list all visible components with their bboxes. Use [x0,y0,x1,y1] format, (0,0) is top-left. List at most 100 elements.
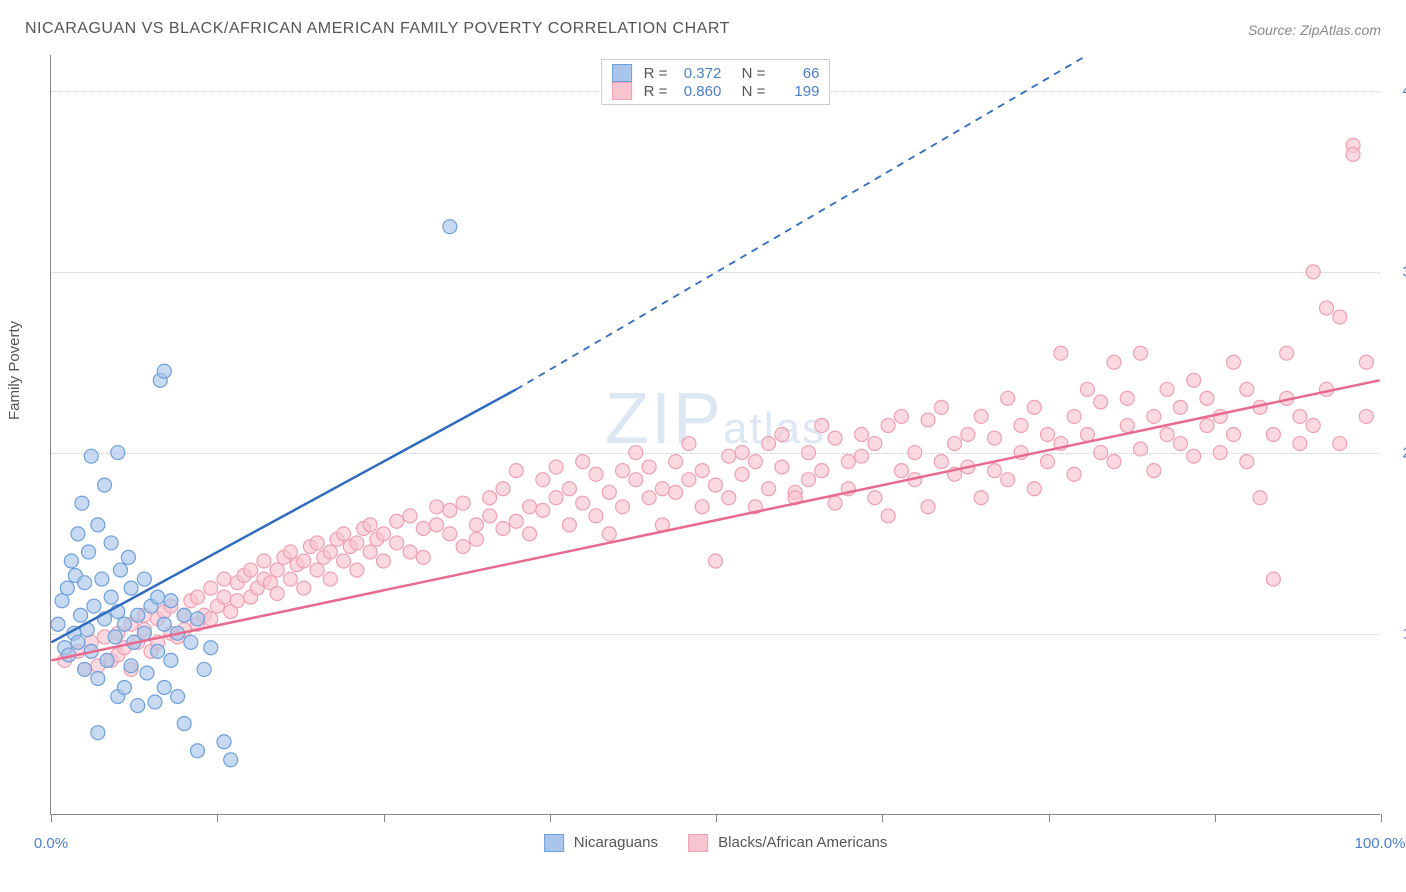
scatter-point-pink [669,485,683,499]
scatter-point-pink [363,518,377,532]
scatter-point-pink [483,509,497,523]
scatter-point-pink [390,536,404,550]
scatter-point-pink [1134,346,1148,360]
legend-label-2: Blacks/African Americans [718,834,887,851]
scatter-point-pink [323,572,337,586]
scatter-point-pink [934,455,948,469]
scatter-point-pink [1107,455,1121,469]
scatter-point-blue [190,612,204,626]
scatter-point-pink [1333,310,1347,324]
scatter-point-pink [1320,301,1334,315]
scatter-point-pink [616,500,630,514]
scatter-point-pink [217,572,231,586]
scatter-point-blue [131,699,145,713]
scatter-point-pink [190,590,204,604]
x-tick [217,814,218,822]
scatter-point-pink [576,455,590,469]
scatter-point-pink [430,518,444,532]
scatter-point-blue [60,581,74,595]
legend-stats-row-1: R = 0.372 N = 66 [612,64,820,82]
scatter-point-pink [602,485,616,499]
scatter-point-pink [1041,455,1055,469]
x-tick-label-max: 100.0% [1355,835,1406,852]
scatter-point-pink [297,581,311,595]
scatter-point-pink [430,500,444,514]
scatter-point-blue [177,608,191,622]
scatter-point-pink [376,554,390,568]
scatter-point-pink [323,545,337,559]
scatter-point-pink [815,464,829,478]
scatter-point-pink [1359,355,1373,369]
scatter-point-pink [562,518,576,532]
scatter-point-pink [1014,418,1028,432]
scatter-point-pink [297,554,311,568]
legend-swatch-blue-small [612,64,632,82]
scatter-point-pink [987,431,1001,445]
scatter-point-pink [855,428,869,442]
scatter-point-pink [669,455,683,469]
scatter-point-pink [921,500,935,514]
scatter-point-pink [894,409,908,423]
trend-line-pink [51,380,1379,660]
scatter-point-blue [95,572,109,586]
scatter-point-pink [230,594,244,608]
scatter-point-pink [709,478,723,492]
scatter-point-pink [642,491,656,505]
scatter-point-blue [117,617,131,631]
scatter-point-pink [775,460,789,474]
scatter-point-blue [124,659,138,673]
scatter-point-blue [91,518,105,532]
x-tick [51,814,52,822]
scatter-point-pink [682,473,696,487]
scatter-point-pink [549,491,563,505]
scatter-point-pink [1346,147,1360,161]
scatter-point-pink [722,449,736,463]
scatter-point-pink [868,491,882,505]
scatter-point-pink [1240,382,1254,396]
scatter-point-pink [1187,449,1201,463]
x-tick [716,814,717,822]
scatter-point-pink [629,446,643,460]
scatter-point-pink [1027,400,1041,414]
scatter-point-pink [921,413,935,427]
scatter-point-pink [1160,428,1174,442]
scatter-point-pink [1067,467,1081,481]
scatter-point-blue [184,635,198,649]
scatter-point-pink [1134,442,1148,456]
scatter-point-pink [270,563,284,577]
scatter-point-pink [1266,572,1280,586]
scatter-point-pink [801,473,815,487]
scatter-point-pink [1094,446,1108,460]
scatter-point-pink [762,437,776,451]
scatter-point-pink [363,545,377,559]
scatter-point-pink [350,563,364,577]
scatter-point-pink [815,418,829,432]
scatter-point-blue [87,599,101,613]
scatter-point-blue [217,735,231,749]
y-tick-label: 40.0% [1402,83,1406,100]
scatter-point-blue [104,590,118,604]
scatter-point-pink [948,437,962,451]
scatter-point-blue [443,220,457,234]
scatter-point-pink [1094,395,1108,409]
scatter-point-blue [98,478,112,492]
scatter-point-pink [1041,428,1055,442]
scatter-point-pink [523,527,537,541]
legend-bottom: Nicaraguans Blacks/African Americans [544,834,888,852]
scatter-point-pink [403,509,417,523]
scatter-point-pink [1213,446,1227,460]
x-tick [1049,814,1050,822]
chart-svg [51,55,1380,814]
scatter-point-pink [695,500,709,514]
scatter-point-pink [217,590,231,604]
scatter-point-pink [456,496,470,510]
scatter-point-blue [108,630,122,644]
scatter-point-pink [642,460,656,474]
scatter-point-pink [1253,491,1267,505]
scatter-point-pink [1306,418,1320,432]
y-tick-label: 10.0% [1402,626,1406,643]
y-tick-label: 20.0% [1402,445,1406,462]
scatter-point-blue [75,496,89,510]
scatter-point-pink [337,527,351,541]
scatter-point-pink [576,496,590,510]
